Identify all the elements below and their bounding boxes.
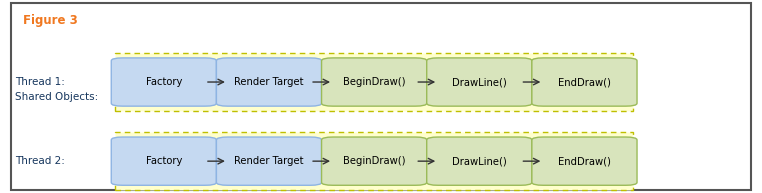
Text: Figure 3: Figure 3 <box>23 14 78 26</box>
Text: DrawLine(): DrawLine() <box>452 156 507 166</box>
Text: Shared Objects:: Shared Objects: <box>15 91 98 102</box>
Text: DrawLine(): DrawLine() <box>452 77 507 87</box>
Text: Factory: Factory <box>146 156 182 166</box>
Text: EndDraw(): EndDraw() <box>558 156 611 166</box>
FancyBboxPatch shape <box>115 53 633 111</box>
FancyBboxPatch shape <box>532 137 637 185</box>
FancyBboxPatch shape <box>216 58 322 106</box>
Text: Thread 1:: Thread 1: <box>15 77 65 87</box>
FancyBboxPatch shape <box>532 58 637 106</box>
FancyBboxPatch shape <box>111 137 216 185</box>
FancyBboxPatch shape <box>216 137 322 185</box>
FancyBboxPatch shape <box>111 58 216 106</box>
Text: Thread 2:: Thread 2: <box>15 156 65 166</box>
Text: EndDraw(): EndDraw() <box>558 77 611 87</box>
Text: Render Target: Render Target <box>234 77 304 87</box>
Text: BeginDraw(): BeginDraw() <box>343 77 405 87</box>
Text: Factory: Factory <box>146 77 182 87</box>
FancyBboxPatch shape <box>427 58 532 106</box>
FancyBboxPatch shape <box>115 132 633 190</box>
FancyBboxPatch shape <box>322 58 427 106</box>
FancyBboxPatch shape <box>427 137 532 185</box>
FancyBboxPatch shape <box>11 3 751 190</box>
FancyBboxPatch shape <box>322 137 427 185</box>
Text: BeginDraw(): BeginDraw() <box>343 156 405 166</box>
Text: Render Target: Render Target <box>234 156 304 166</box>
